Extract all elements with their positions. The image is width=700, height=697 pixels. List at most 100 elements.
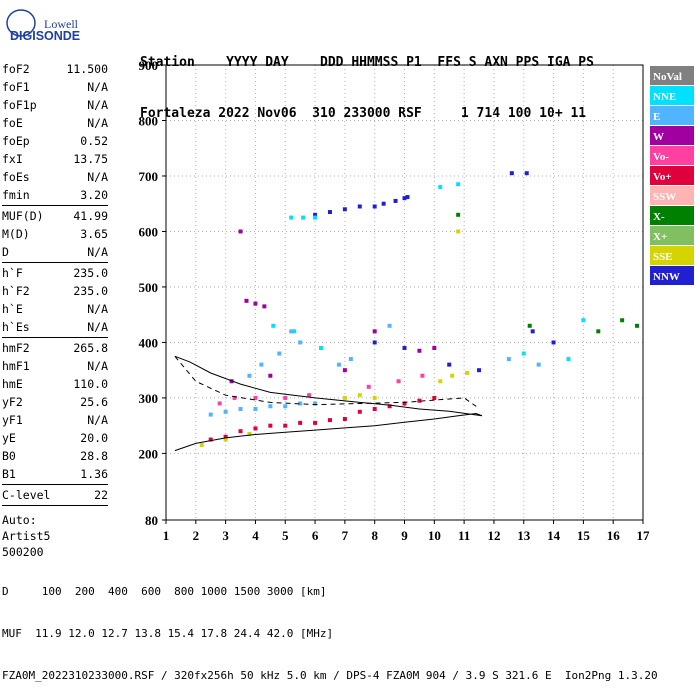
param-value: 265.8 <box>73 341 108 355</box>
legend-swatch <box>650 226 694 245</box>
data-point-vo <box>342 417 347 422</box>
data-point-nne <box>313 215 318 220</box>
param-label: foE <box>2 116 23 130</box>
legend-label: W <box>653 131 664 143</box>
param-value: N/A <box>87 80 108 94</box>
data-point-e <box>253 407 258 412</box>
y-tick-label: 700 <box>139 169 159 184</box>
data-point-sse <box>357 393 362 398</box>
data-point-nne <box>271 323 276 328</box>
auto-scaling-line1: Auto: <box>2 513 37 527</box>
legend-swatch <box>650 126 694 145</box>
param-value: 11.500 <box>66 62 108 76</box>
data-point-e <box>277 351 282 356</box>
bottom-info: D 100 200 400 600 800 1000 1500 3000 [km… <box>2 557 658 697</box>
param-row: foEp 0.52 <box>2 132 108 150</box>
x-axis-ticks: 1 2 3 4 5 6 7 8 9 10 11 12 13 14 15 16 17 <box>163 520 650 543</box>
data-point-x <box>456 212 461 217</box>
legend-swatch <box>650 66 694 85</box>
param-label: C-level <box>2 488 51 502</box>
y-tick-label: 80 <box>145 513 158 528</box>
param-label: hmF2 <box>2 341 30 355</box>
x-tick-label: 16 <box>607 528 621 543</box>
profile-curve-dashed <box>174 355 477 407</box>
y-tick-label: 900 <box>139 58 159 73</box>
panel-separator <box>2 262 108 263</box>
param-row: yE 20.0 <box>2 429 108 447</box>
data-point-e <box>223 409 228 414</box>
data-point-e <box>298 401 303 406</box>
legend-label: Vo+ <box>653 171 672 183</box>
data-point-nnw <box>477 368 482 373</box>
param-label: yF2 <box>2 395 23 409</box>
legend-swatch <box>650 246 694 265</box>
data-point-sse <box>247 431 252 436</box>
logo-line2: DIGISONDE <box>10 29 80 43</box>
param-label: foF1p <box>2 98 37 112</box>
data-point-nnw <box>327 210 332 215</box>
y-tick-label: 500 <box>139 280 159 295</box>
x-tick-label: 10 <box>428 528 441 543</box>
x-tick-label: 2 <box>193 528 200 543</box>
param-label: foEp <box>2 134 30 148</box>
legend-label: Vo- <box>653 151 669 163</box>
plot-grid <box>166 65 643 520</box>
data-point-vo <box>387 404 392 409</box>
data-point-w <box>417 348 422 353</box>
param-value: 28.8 <box>80 449 108 463</box>
legend-label: SSW <box>653 191 676 203</box>
param-row: B1 1.36 <box>2 465 108 483</box>
y-tick-label: 200 <box>139 446 159 461</box>
data-point-w <box>262 304 267 309</box>
data-point-vo <box>217 401 222 406</box>
legend-label: SSE <box>653 251 673 263</box>
data-point-sse <box>465 370 470 375</box>
data-point-w <box>268 373 273 378</box>
param-row: foF2 11.500 <box>2 60 108 78</box>
param-row: D N/A <box>2 243 108 261</box>
param-row: yF1 N/A <box>2 411 108 429</box>
panel-separator <box>2 205 108 206</box>
param-row: MUF(D) 41.99 <box>2 207 108 225</box>
auto-scaling-line3: 500200 <box>2 545 44 559</box>
data-point-nne <box>319 345 324 350</box>
param-row: foF1 N/A <box>2 78 108 96</box>
data-point-vo <box>208 437 213 442</box>
legend-item: Vo+ <box>650 166 694 185</box>
data-point-vo <box>253 395 258 400</box>
data-point-vo <box>417 398 422 403</box>
data-point-e <box>506 357 511 362</box>
param-row: foE N/A <box>2 114 108 132</box>
header-labels: Station YYYY DAY DDD HHMMSS P1 FFS S AXN… <box>140 55 594 70</box>
param-value: 20.0 <box>80 431 108 445</box>
param-row: yF2 25.6 <box>2 393 108 411</box>
legend-item: X+ <box>650 226 694 245</box>
param-label: yF1 <box>2 413 23 427</box>
data-point-vo <box>366 384 371 389</box>
x-tick-label: 4 <box>252 528 259 543</box>
y-tick-label: 300 <box>139 391 159 406</box>
data-point-x <box>527 323 532 328</box>
legend-label: X- <box>653 211 665 223</box>
data-point-sse <box>199 443 204 448</box>
param-label: foF2 <box>2 62 30 76</box>
legend-item: NNE <box>650 86 694 105</box>
param-label: fmin <box>2 188 30 202</box>
data-point-nne <box>438 185 443 190</box>
param-label: B0 <box>2 449 16 463</box>
param-label: h`E <box>2 302 23 316</box>
param-label: h`F2 <box>2 284 30 298</box>
data-point-e <box>289 329 294 334</box>
param-value: N/A <box>87 320 108 334</box>
data-point-vo <box>238 429 243 434</box>
data-point-sse <box>456 229 461 234</box>
param-row: hmF1 N/A <box>2 357 108 375</box>
data-point-vo <box>253 426 258 431</box>
data-point-nnw <box>447 362 452 367</box>
data-point-vo <box>432 395 437 400</box>
data-point-w <box>238 229 243 234</box>
x-tick-label: 15 <box>577 528 591 543</box>
param-value: 1.36 <box>80 467 108 481</box>
legend-item: X- <box>650 206 694 225</box>
data-point-nnw <box>357 204 362 209</box>
